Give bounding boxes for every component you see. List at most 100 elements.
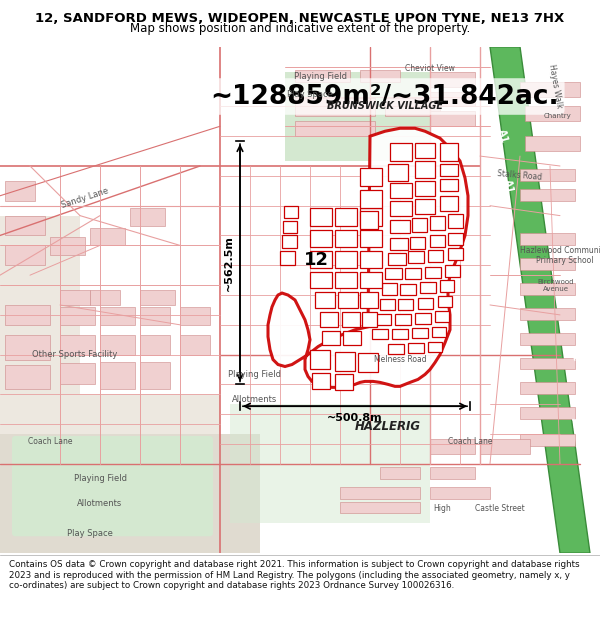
Bar <box>408 251 424 263</box>
Bar <box>440 164 458 176</box>
Bar <box>375 314 391 325</box>
Text: A1: A1 <box>502 178 514 194</box>
Bar <box>430 236 445 248</box>
Text: Stalks Road: Stalks Road <box>497 169 543 182</box>
Bar <box>312 374 330 389</box>
Bar <box>520 408 575 419</box>
Bar <box>390 183 412 198</box>
Bar <box>335 374 353 391</box>
Bar <box>140 335 170 354</box>
Bar <box>430 487 490 499</box>
Bar <box>0 216 80 394</box>
Bar <box>284 206 298 217</box>
Bar <box>388 253 406 265</box>
Bar <box>360 168 382 186</box>
Bar <box>430 111 475 126</box>
Bar <box>440 179 458 191</box>
Bar <box>520 308 575 320</box>
Text: 12: 12 <box>304 251 329 269</box>
Bar <box>440 280 454 292</box>
Bar <box>295 99 375 116</box>
Bar <box>395 314 411 325</box>
Bar <box>448 214 463 228</box>
Bar <box>60 307 95 325</box>
Text: ~500.8m: ~500.8m <box>327 413 383 423</box>
Bar <box>420 282 436 293</box>
Bar <box>310 272 332 288</box>
Text: Sandy Lane: Sandy Lane <box>60 186 110 209</box>
Text: Play Space: Play Space <box>287 90 333 99</box>
Bar <box>380 467 420 479</box>
Bar <box>360 292 378 308</box>
Text: Playing Field: Playing Field <box>229 370 281 379</box>
Bar <box>5 246 45 265</box>
Bar <box>230 404 430 523</box>
Bar <box>0 434 260 553</box>
Bar <box>392 329 408 339</box>
Bar <box>50 238 85 256</box>
Bar <box>428 342 442 352</box>
Bar <box>520 234 575 246</box>
Bar <box>5 181 35 201</box>
Bar <box>438 296 452 307</box>
Bar <box>338 292 358 308</box>
Bar <box>322 331 340 344</box>
Bar <box>520 382 575 394</box>
Bar <box>342 312 360 327</box>
Bar <box>310 251 332 268</box>
Bar <box>360 229 382 248</box>
Bar <box>400 284 416 295</box>
Text: Hayes Walk: Hayes Walk <box>547 64 563 109</box>
Text: ~128859m²/~31.842ac.: ~128859m²/~31.842ac. <box>211 84 559 109</box>
Bar <box>360 208 382 226</box>
Polygon shape <box>268 128 468 388</box>
Bar <box>480 439 530 454</box>
Bar <box>428 251 443 262</box>
Bar <box>335 229 357 248</box>
Bar <box>520 434 575 446</box>
Bar <box>360 190 382 208</box>
Bar <box>385 268 402 279</box>
Bar <box>520 332 575 344</box>
Bar <box>60 290 90 305</box>
Bar <box>0 394 220 553</box>
Bar <box>445 265 460 277</box>
Bar <box>432 327 446 337</box>
Bar <box>520 82 580 96</box>
Text: Hazlewood Community
Primary School: Hazlewood Community Primary School <box>520 246 600 265</box>
Text: Castle Street: Castle Street <box>475 504 525 513</box>
Bar <box>412 217 427 231</box>
Bar <box>415 199 435 214</box>
Bar <box>282 236 297 248</box>
Bar <box>425 268 441 278</box>
Bar <box>90 228 125 246</box>
Text: Contains OS data © Crown copyright and database right 2021. This information is : Contains OS data © Crown copyright and d… <box>9 560 580 590</box>
Bar <box>180 335 210 354</box>
Bar <box>440 196 458 211</box>
Text: Coach Lane: Coach Lane <box>448 438 492 446</box>
Bar <box>140 361 170 389</box>
Bar <box>5 216 45 236</box>
Bar <box>358 352 378 372</box>
Bar <box>360 272 382 288</box>
Bar <box>408 342 424 352</box>
Bar <box>310 208 332 226</box>
Bar <box>335 251 357 268</box>
Bar <box>415 161 435 178</box>
Text: Melness Road: Melness Road <box>374 355 427 364</box>
Text: Coach Lane: Coach Lane <box>28 438 72 446</box>
Bar <box>340 487 420 499</box>
Bar <box>435 311 449 322</box>
Bar <box>415 181 435 196</box>
Bar <box>100 307 135 325</box>
Bar <box>140 307 170 325</box>
Bar <box>390 219 410 234</box>
Bar <box>405 268 421 279</box>
Bar <box>315 292 335 308</box>
Bar <box>430 72 475 87</box>
Bar <box>448 248 463 260</box>
Text: A1: A1 <box>568 346 581 362</box>
Polygon shape <box>490 47 590 553</box>
Bar <box>372 329 388 339</box>
Bar <box>448 234 463 246</box>
